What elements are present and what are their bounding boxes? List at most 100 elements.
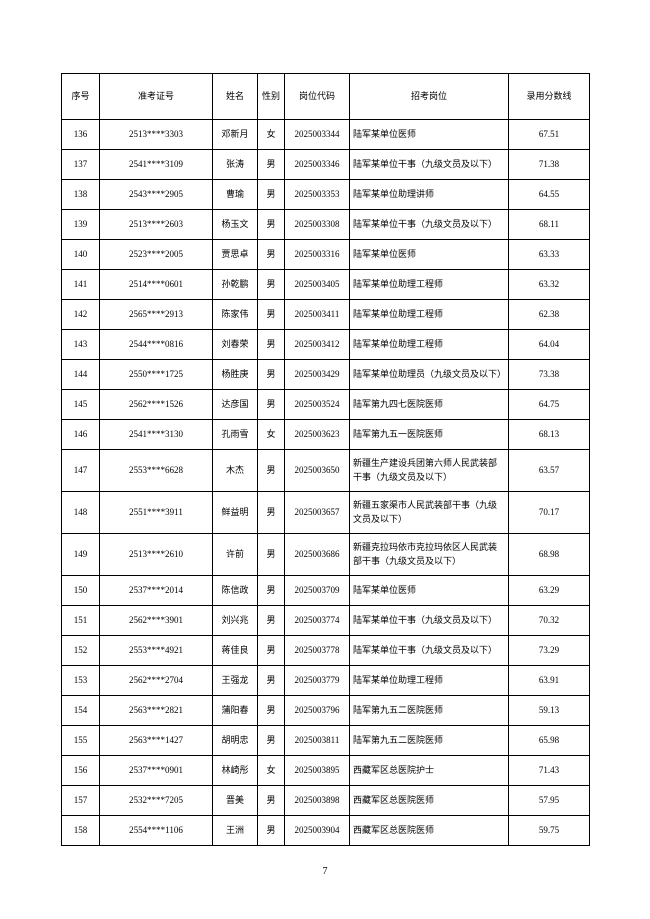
cell-name: 蒋佳良 xyxy=(212,635,258,666)
cell-position: 陆军某单位助理工程师 xyxy=(349,329,509,360)
cell-code: 2025003774 xyxy=(284,605,350,636)
cell-position: 陆军第九五二医院医师 xyxy=(349,725,509,756)
cell-no: 136 xyxy=(61,119,100,150)
table-row: 142 2565****2913 陈家伟男 2025003411 陆军某单位助理工程师 6… xyxy=(61,299,590,330)
cell-score: 64.55 xyxy=(508,179,590,210)
cell-name: 杨玉文 xyxy=(212,209,258,240)
cell-gender: 男 xyxy=(257,239,285,270)
cell-ticket: 2553****6628 xyxy=(99,449,213,492)
cell-name: 孔雨雪 xyxy=(212,419,258,450)
cell-score: 68.98 xyxy=(508,533,590,576)
column-header: 准考证号 xyxy=(99,73,213,120)
cell-position: 陆军某单位医师 xyxy=(349,119,509,150)
cell-score: 63.33 xyxy=(508,239,590,270)
cell-no: 143 xyxy=(61,329,100,360)
cell-no: 158 xyxy=(61,815,100,846)
cell-gender: 女 xyxy=(257,419,285,450)
cell-position: 陆军某单位助理员（九级文员及以下） xyxy=(349,359,509,390)
cell-name: 邓新月 xyxy=(212,119,258,150)
table-row: 150 2537****2014 陈信政男 2025003709 陆军某单位医师 63.2… xyxy=(61,575,590,606)
cell-ticket: 2563****1427 xyxy=(99,725,213,756)
cell-score: 70.17 xyxy=(508,491,590,534)
cell-gender: 男 xyxy=(257,329,285,360)
cell-position: 西藏军区总医院医师 xyxy=(349,785,509,816)
cell-code: 2025003709 xyxy=(284,575,350,606)
table-row: 154 2563****2821 蒲阳春男 2025003796 陆军第九五二医院医师 5… xyxy=(61,695,590,726)
cell-code: 2025003686 xyxy=(284,533,350,576)
cell-gender: 男 xyxy=(257,575,285,606)
cell-gender: 男 xyxy=(257,533,285,576)
cell-ticket: 2562****2704 xyxy=(99,665,213,696)
cell-code: 2025003657 xyxy=(284,491,350,534)
table-row: 156 2537****0901 林崎彤女 2025003895 西藏军区总医院护士 71… xyxy=(61,755,590,786)
column-header: 岗位代码 xyxy=(284,73,350,120)
cell-code: 2025003811 xyxy=(284,725,350,756)
cell-position: 陆军某单位助理讲师 xyxy=(349,179,509,210)
cell-ticket: 2551****3911 xyxy=(99,491,213,534)
cell-score: 73.38 xyxy=(508,359,590,390)
table-row: 155 2563****1427 胡明忠男 2025003811 陆军第九五二医院医师 6… xyxy=(61,725,590,756)
cell-gender: 男 xyxy=(257,725,285,756)
cell-code: 2025003429 xyxy=(284,359,350,390)
table-row: 157 2532****7205 晋美男 2025003898 西藏军区总医院医师 57.… xyxy=(61,785,590,816)
table-row: 137 2541****3109 张涛男 2025003346 陆军某单位干事（九级文员… xyxy=(61,149,590,180)
cell-ticket: 2532****7205 xyxy=(99,785,213,816)
table-row: 138 2543****2905 曹瑜男 2025003353 陆军某单位助理讲师 64.… xyxy=(61,179,590,210)
column-header: 性别 xyxy=(257,73,285,120)
cell-ticket: 2563****2821 xyxy=(99,695,213,726)
cell-ticket: 2541****3109 xyxy=(99,149,213,180)
cell-position: 陆军某单位干事（九级文员及以下） xyxy=(349,209,509,240)
cell-position: 陆军第九四七医院医师 xyxy=(349,389,509,420)
cell-code: 2025003650 xyxy=(284,449,350,492)
table-row: 143 2544****0816 刘春荣男 2025003412 陆军某单位助理工程师 6… xyxy=(61,329,590,360)
cell-name: 鲜益明 xyxy=(212,491,258,534)
cell-position: 陆军某单位医师 xyxy=(349,239,509,270)
cell-score: 64.75 xyxy=(508,389,590,420)
cell-no: 154 xyxy=(61,695,100,726)
cell-position: 陆军第九五一医院医师 xyxy=(349,419,509,450)
cell-ticket: 2562****1526 xyxy=(99,389,213,420)
cell-position: 陆军第九五二医院医师 xyxy=(349,695,509,726)
cell-code: 2025003898 xyxy=(284,785,350,816)
cell-position: 新疆克拉玛依市克拉玛依区人民武装部干事（九级文员及以下） xyxy=(349,533,509,576)
table-row: 147 2553****6628 木杰男 2025003650 新疆生产建设兵团第六师人… xyxy=(61,449,590,492)
column-header: 序号 xyxy=(61,73,100,120)
cell-code: 2025003353 xyxy=(284,179,350,210)
cell-gender: 男 xyxy=(257,665,285,696)
cell-no: 155 xyxy=(61,725,100,756)
cell-ticket: 2550****1725 xyxy=(99,359,213,390)
cell-name: 蒲阳春 xyxy=(212,695,258,726)
table-row: 151 2562****3901 刘兴兆男 2025003774 陆军某单位干事（九级文… xyxy=(61,605,590,636)
cell-score: 71.43 xyxy=(508,755,590,786)
cell-ticket: 2541****3130 xyxy=(99,419,213,450)
cell-code: 2025003411 xyxy=(284,299,350,330)
cell-gender: 男 xyxy=(257,389,285,420)
table-row: 136 2513****3303 邓新月女 2025003344 陆军某单位医师 67.5… xyxy=(61,119,590,150)
table-header-row: 序号 准考证号 姓名 性别 岗位代码 招考岗位 录用分数线 xyxy=(61,73,590,120)
cell-code: 2025003796 xyxy=(284,695,350,726)
cell-code: 2025003524 xyxy=(284,389,350,420)
table-row: 149 2513****2610 许前男 2025003686 新疆克拉玛依市克拉玛依区… xyxy=(61,533,590,576)
table-row: 152 2553****4921 蒋佳良男 2025003778 陆军某单位干事（九级文… xyxy=(61,635,590,666)
table-row: 140 2523****2005 贾思卓男 2025003316 陆军某单位医师 63.3… xyxy=(61,239,590,270)
cell-score: 59.75 xyxy=(508,815,590,846)
cell-position: 西藏军区总医院医师 xyxy=(349,815,509,846)
cell-score: 65.98 xyxy=(508,725,590,756)
cell-gender: 女 xyxy=(257,755,285,786)
cell-name: 王洲 xyxy=(212,815,258,846)
table-row: 148 2551****3911 鲜益明男 2025003657 新疆五家渠市人民武装部… xyxy=(61,491,590,534)
cell-position: 陆军某单位干事（九级文员及以下） xyxy=(349,605,509,636)
cell-ticket: 2554****1106 xyxy=(99,815,213,846)
cell-position: 陆军某单位助理工程师 xyxy=(349,299,509,330)
cell-ticket: 2513****3303 xyxy=(99,119,213,150)
cell-gender: 男 xyxy=(257,635,285,666)
cell-no: 156 xyxy=(61,755,100,786)
cell-code: 2025003412 xyxy=(284,329,350,360)
cell-no: 139 xyxy=(61,209,100,240)
cell-code: 2025003778 xyxy=(284,635,350,666)
cell-score: 63.29 xyxy=(508,575,590,606)
cell-name: 杨胜庚 xyxy=(212,359,258,390)
cell-gender: 男 xyxy=(257,209,285,240)
cell-code: 2025003405 xyxy=(284,269,350,300)
cell-code: 2025003895 xyxy=(284,755,350,786)
